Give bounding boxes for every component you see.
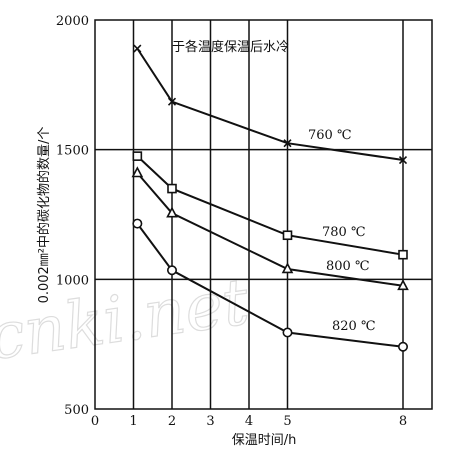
x-tick-label: 3 bbox=[206, 414, 214, 429]
data-point-triangle bbox=[281, 262, 294, 274]
data-point-x bbox=[398, 155, 408, 165]
data-point-square bbox=[282, 230, 293, 241]
y-tick-label: 500 bbox=[64, 403, 89, 418]
series-line bbox=[136, 172, 404, 287]
data-point-square bbox=[167, 183, 177, 194]
series-line bbox=[136, 223, 404, 348]
data-point-x bbox=[283, 139, 292, 148]
y-tick-label: 1000 bbox=[56, 273, 89, 288]
data-point-triangle bbox=[397, 279, 409, 291]
y-tick-label: 2000 bbox=[56, 14, 89, 29]
data-point-circle bbox=[167, 265, 178, 276]
x-tick-label: 8 bbox=[399, 414, 407, 429]
data-point-triangle bbox=[131, 166, 144, 178]
plot-frame bbox=[94, 19, 433, 410]
x-tick-label: 0 bbox=[91, 414, 99, 429]
series-label: 800 ℃ bbox=[326, 259, 370, 274]
x-tick-label: 5 bbox=[283, 414, 291, 429]
data-point-circle bbox=[282, 327, 293, 338]
series-line bbox=[136, 155, 404, 256]
series-line bbox=[136, 47, 404, 161]
data-point-x bbox=[167, 97, 177, 106]
series-label: 820 ℃ bbox=[332, 319, 376, 334]
y-tick-label: 1500 bbox=[56, 144, 89, 159]
y-axis-label: 0.002㎜²中的碳化物的数量/个 bbox=[36, 127, 52, 304]
data-point-x bbox=[133, 44, 142, 53]
series-label: 780 ℃ bbox=[322, 225, 366, 240]
x-axis-label: 保温时间/h bbox=[232, 433, 297, 448]
data-point-triangle bbox=[166, 206, 178, 218]
x-tick-label: 2 bbox=[168, 414, 176, 429]
data-point-square bbox=[132, 151, 143, 161]
tick-labels: 500 1000 1500 2000 0 1 2 3 4 5 8 bbox=[56, 14, 407, 429]
x-tick-label: 4 bbox=[245, 414, 253, 429]
chart-annotation: 于各温度保温后水冷 bbox=[172, 39, 289, 55]
series-group: 760 ℃ 780 ℃ 800 ℃ 820 ℃ bbox=[131, 44, 409, 352]
data-point-square bbox=[398, 249, 408, 260]
series-label: 760 ℃ bbox=[308, 128, 352, 143]
data-point-circle bbox=[397, 341, 408, 352]
x-tick-label: 1 bbox=[129, 414, 137, 429]
data-point-circle bbox=[132, 218, 143, 229]
